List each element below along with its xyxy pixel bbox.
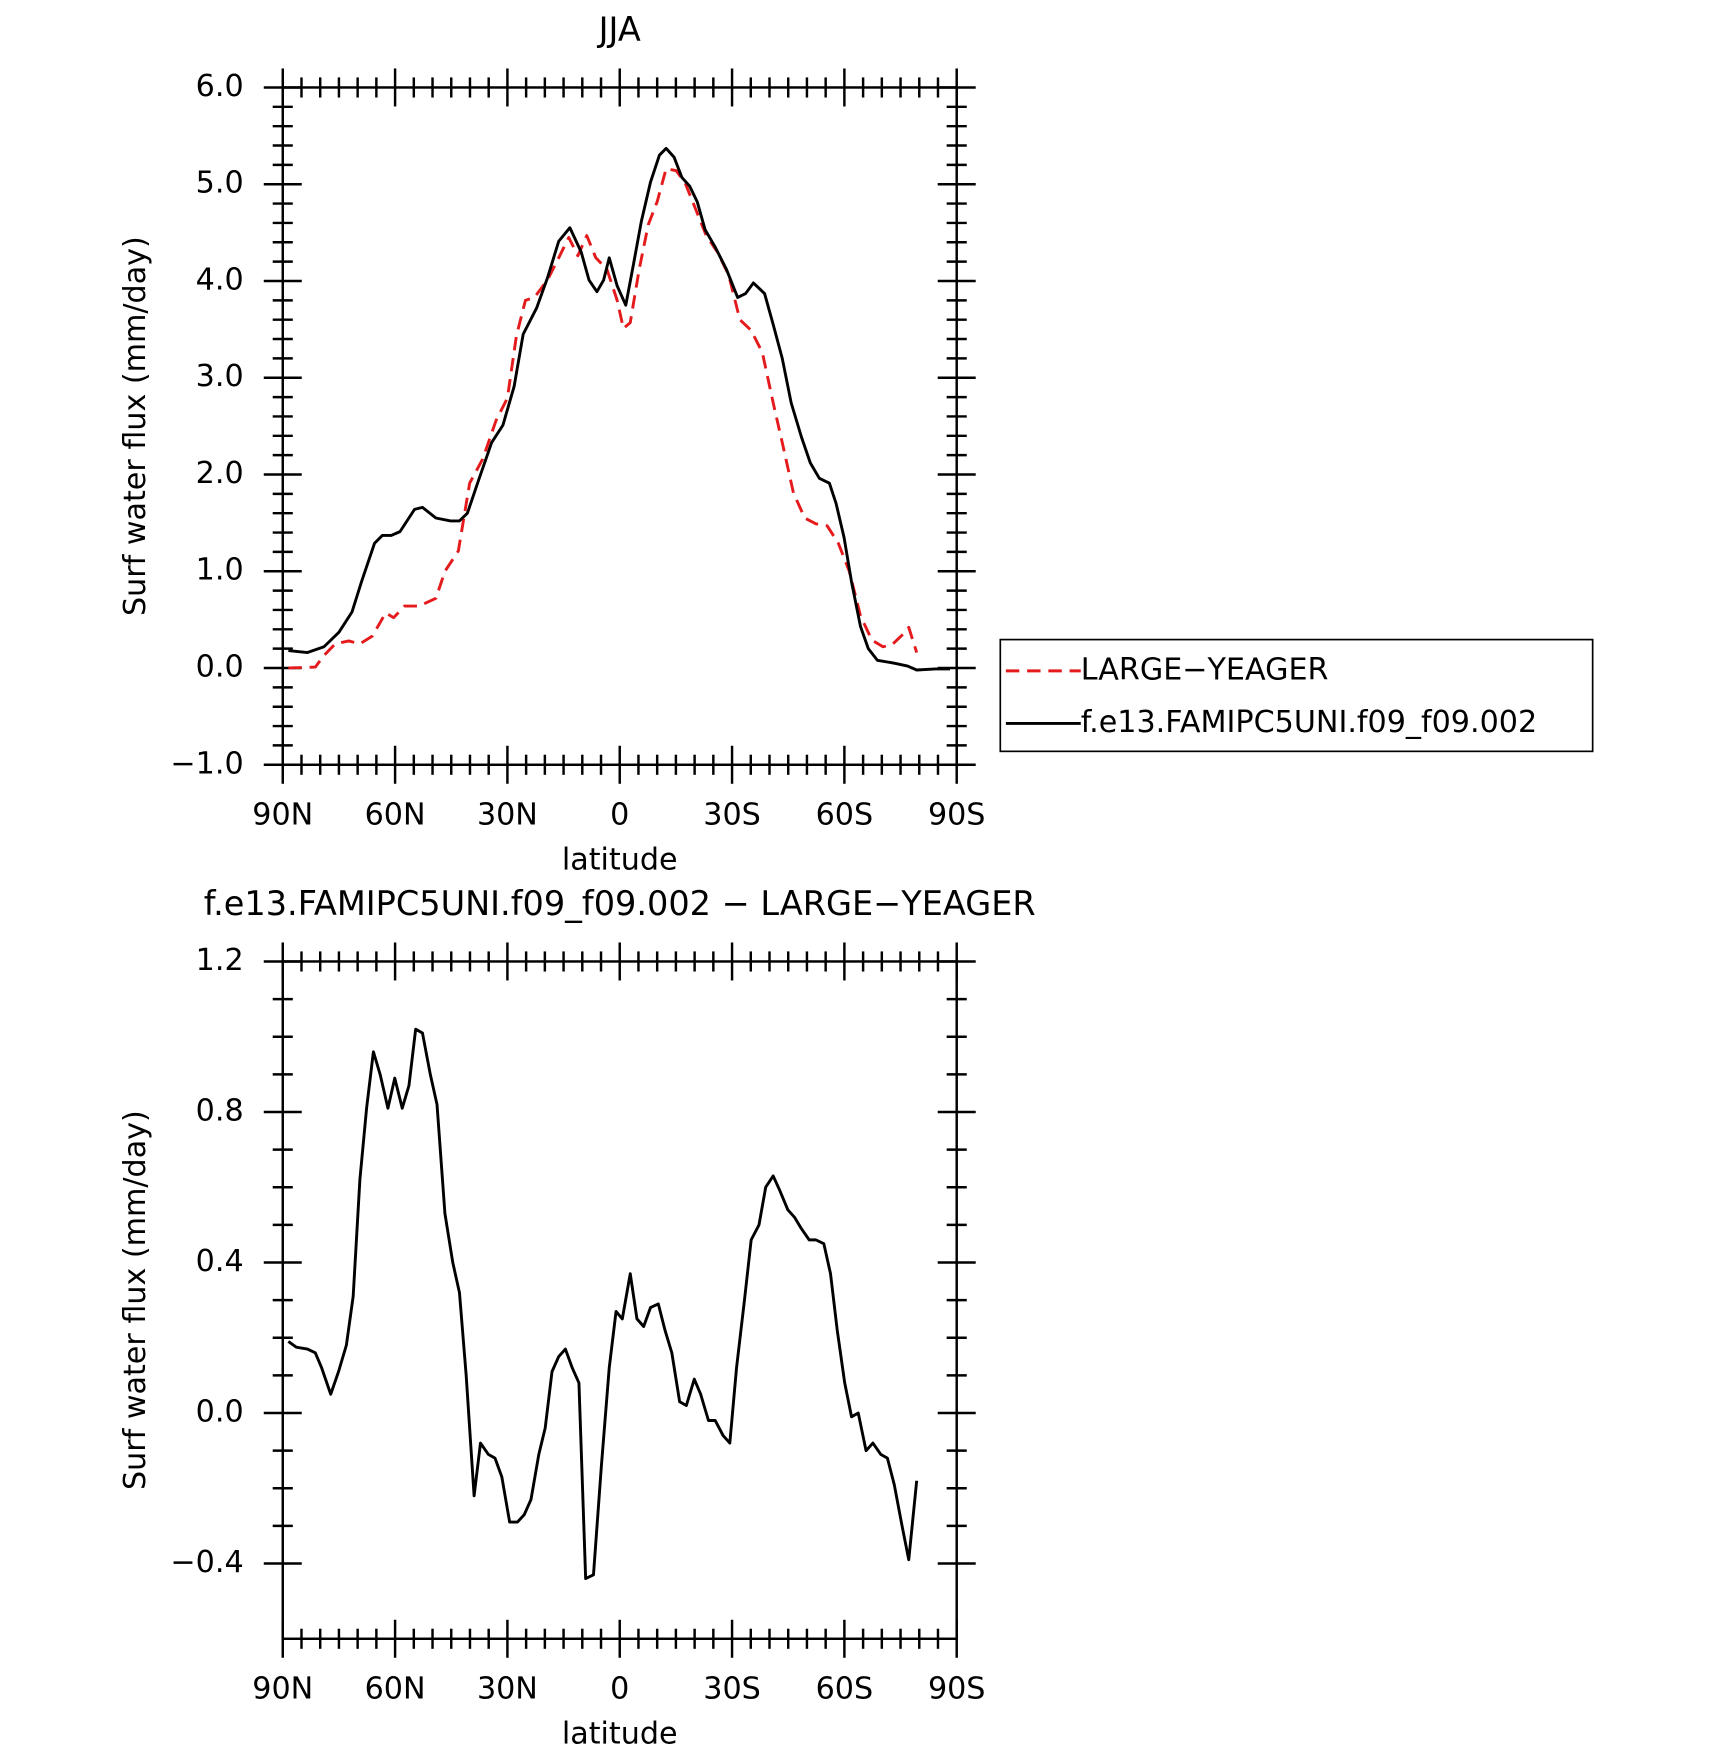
- y-tick-label: 1.2: [196, 943, 244, 978]
- y-tick-label: 0.8: [196, 1093, 244, 1128]
- x-tick-label: 0: [610, 798, 629, 833]
- legend-label: f.e13.FAMIPC5UNI.f09_f09.002: [1081, 705, 1537, 740]
- x-tick-label: 60S: [816, 1672, 874, 1707]
- y-tick-label: 1.0: [196, 553, 244, 588]
- x-axis-label: latitude: [562, 842, 678, 877]
- data-line: [288, 167, 919, 670]
- x-tick-label: 60N: [365, 798, 426, 833]
- chart-title: JJA: [597, 10, 641, 49]
- x-tick-label: 90S: [928, 798, 986, 833]
- y-tick-label: 2.0: [196, 456, 244, 491]
- data-line: [288, 146, 950, 672]
- y-tick-label: −0.4: [170, 1545, 243, 1580]
- x-tick-label: 30N: [477, 1672, 538, 1707]
- x-tick-label: 30N: [477, 798, 538, 833]
- x-tick-label: 30S: [703, 798, 761, 833]
- y-tick-label: 0.0: [196, 1395, 244, 1430]
- x-axis-label: latitude: [562, 1716, 678, 1751]
- data-line: [287, 1027, 919, 1580]
- y-tick-label: 0.0: [196, 650, 244, 685]
- legend-box: [999, 638, 1594, 753]
- y-tick-label: 3.0: [196, 359, 244, 394]
- legend-label: LARGE−YEAGER: [1081, 652, 1329, 687]
- y-axis-label: Surf water flux (mm/day): [118, 236, 153, 616]
- plot-frame: [281, 960, 958, 1640]
- y-tick-label: 4.0: [196, 262, 244, 297]
- x-tick-label: 30S: [703, 1672, 761, 1707]
- x-tick-label: 0: [610, 1672, 629, 1707]
- y-tick-label: 0.4: [196, 1244, 244, 1279]
- x-tick-label: 90S: [928, 1672, 986, 1707]
- y-axis-label: Surf water flux (mm/day): [118, 1110, 153, 1490]
- y-tick-label: 6.0: [196, 69, 244, 104]
- y-tick-label: −1.0: [170, 746, 243, 781]
- x-tick-label: 90N: [252, 798, 313, 833]
- chart-title: f.e13.FAMIPC5UNI.f09_f09.002 − LARGE−YEA…: [204, 884, 1036, 923]
- x-tick-label: 60S: [816, 798, 874, 833]
- y-tick-label: 5.0: [196, 166, 244, 201]
- x-tick-label: 60N: [365, 1672, 426, 1707]
- plot-frame: [281, 86, 958, 766]
- legend: LARGE−YEAGER f.e13.FAMIPC5UNI.f09_f09.002: [999, 638, 1594, 753]
- x-tick-label: 90N: [252, 1672, 313, 1707]
